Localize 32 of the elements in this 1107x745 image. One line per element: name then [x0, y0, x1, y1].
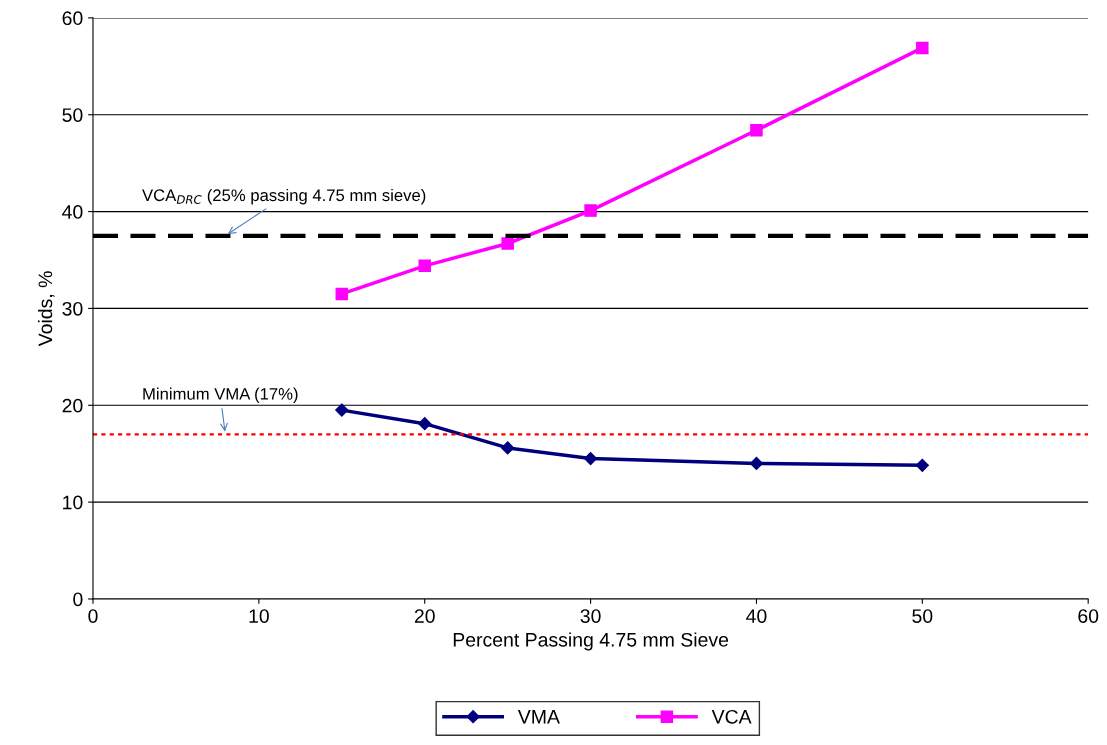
point	[750, 123, 763, 137]
legend-label: VMA	[517, 710, 560, 724]
x-tick-label: 10	[249, 609, 269, 623]
x-tick-label: 30	[580, 609, 601, 623]
y-tick-label: 50	[62, 108, 83, 122]
ref-line-label: Minimum VMA (17%)	[143, 387, 298, 404]
y-tick-label: 10	[63, 495, 83, 510]
y-tick-label: 60	[62, 11, 83, 26]
point	[916, 41, 929, 55]
point	[915, 458, 929, 472]
y-tick-label: 40	[62, 205, 83, 219]
point	[418, 259, 431, 273]
x-tick-label: 50	[912, 609, 933, 623]
x-tick-label: 40	[746, 609, 767, 623]
y-tick-label: 0	[73, 592, 83, 607]
x-tick-label: 20	[414, 609, 435, 623]
point	[501, 441, 515, 455]
x-tick-label: 60	[1078, 609, 1099, 623]
x-axis-title: Percent Passing 4.75 mm Sieve	[453, 632, 729, 651]
y-tick-label: 30	[62, 301, 83, 316]
point	[335, 287, 349, 301]
point	[335, 403, 349, 417]
point	[749, 456, 764, 470]
legend-label: VCA	[711, 709, 752, 724]
ref-line-label: VCA$_{DRC}$ (25% passing 4.75 mm sieve)	[142, 188, 426, 205]
x-tick-label: 0	[88, 609, 98, 623]
point	[584, 204, 597, 217]
point	[418, 417, 432, 431]
y-axis-title: Voids, %	[37, 271, 55, 347]
point	[583, 451, 598, 466]
point	[501, 237, 514, 250]
y-tick-label: 20	[62, 398, 83, 413]
